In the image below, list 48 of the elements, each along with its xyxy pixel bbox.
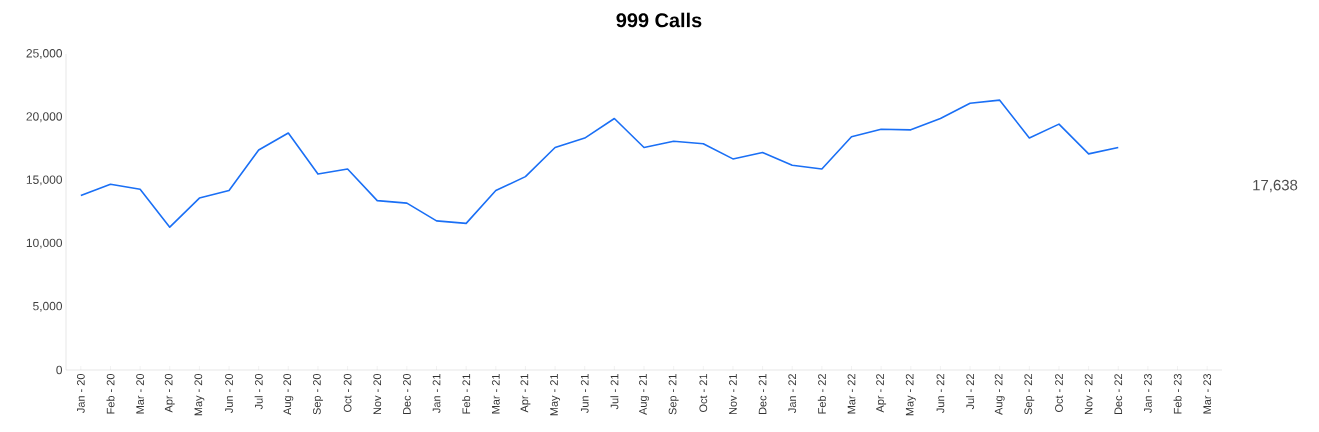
x-tick-label: Aug - 21 — [639, 374, 649, 415]
x-tick-label: Jan - 21 — [432, 374, 441, 413]
y-tick-label: 25,000 — [26, 49, 63, 59]
x-tick-label: Jul - 22 — [966, 374, 975, 410]
x-tick-label: Jul - 20 — [254, 373, 263, 410]
x-tick-label: Jul - 21 — [610, 374, 619, 410]
x-tick-label: Apr - 21 — [520, 374, 531, 413]
x-tick-label: Feb - 20 — [106, 373, 115, 414]
x-tick-label: Jun - 21 — [580, 374, 589, 413]
text: 17,638 — [1253, 179, 1298, 193]
x-tick-label: Oct - 22 — [1055, 374, 1063, 412]
y-tick-label: 5,000 — [33, 301, 63, 312]
x-tick-label: May - 20 — [194, 373, 205, 416]
x-tick-label: Dec - 20 — [403, 373, 411, 415]
x-tick-label: Mar - 22 — [847, 374, 856, 414]
x-tick-label: Feb - 23 — [1173, 374, 1182, 414]
y-tick-label: 15,000 — [26, 175, 63, 186]
x-tick-label: Aug - 22 — [994, 374, 1005, 415]
x-tick-label: Feb - 22 — [817, 374, 826, 414]
x-tick-label: Sep - 21 — [668, 374, 679, 415]
x-tick-label: Dec - 22 — [1114, 374, 1123, 415]
x-tick-label: Jan - 22 — [788, 374, 797, 413]
x-tick-label: Nov - 20 — [373, 373, 382, 415]
x-tick-label: Mar - 23 — [1203, 374, 1212, 414]
x-tick-label: Apr - 22 — [876, 374, 887, 413]
x-tick-label: May - 22 — [905, 374, 916, 416]
line-series — [80, 99, 1120, 228]
x-tick-label: Sep - 20 — [313, 373, 323, 415]
x-tick-label: Jan - 23 — [1144, 374, 1152, 413]
y-tick-label: 10,000 — [26, 238, 63, 249]
x-tick-label: Dec - 21 — [758, 374, 767, 415]
x-tick-label: Oct - 20 — [343, 373, 352, 412]
x-tick-label: Jun - 20 — [225, 373, 233, 413]
x-tick-label: Apr - 20 — [164, 373, 175, 413]
x-tick-label: Nov - 21 — [729, 374, 737, 415]
x-tick-label: Jun - 22 — [936, 374, 945, 413]
x-tick-label: Mar - 21 — [491, 374, 500, 414]
x-tick-label: Feb - 21 — [462, 374, 471, 414]
x-tick-label: Aug - 20 — [283, 373, 294, 415]
y-tick-label: 0 — [56, 365, 63, 375]
x-tick-label: Oct - 21 — [699, 374, 708, 412]
y-tick-label: 20,000 — [26, 112, 63, 123]
x-tick-label: Mar - 20 — [136, 373, 144, 414]
x-tick-label: Sep - 22 — [1024, 374, 1035, 415]
chart-title: 999 Calls — [616, 12, 702, 28]
x-tick-label: May - 21 — [550, 374, 561, 416]
x-tick-label: Nov - 22 — [1084, 374, 1093, 415]
x-tick-label: Jan - 20 — [76, 373, 85, 413]
